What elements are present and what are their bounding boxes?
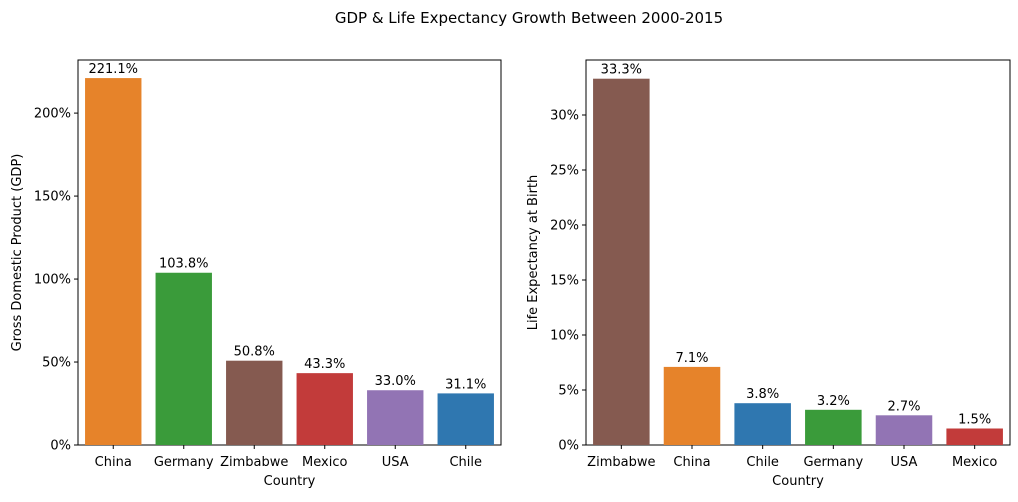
bar [367,390,424,445]
y-ticks: 0% 50% 100% 150% 200% [34,107,78,454]
bar [805,409,862,445]
y-tick-label: 200% [34,107,71,122]
x-tick-label: China [673,455,710,470]
chart-life-expectancy: 0% 5% 10% 15% 20% 25% 30% Zimbabwe China Chile Ge… [526,59,1011,489]
y-tick-label: 100% [34,273,71,288]
chart-gdp: 0% 50% 100% 150% 200% China Germany Zimbabwe Me… [10,59,502,489]
bar [663,366,721,445]
data-label: 50.8% [234,345,275,360]
y-axis-label: Life Expectancy at Birth [526,175,541,331]
bar [946,428,1003,445]
y-tick-label: 20% [550,219,579,234]
x-tick-label: Mexico [952,455,997,470]
data-label: 33.3% [601,63,642,78]
bars [85,78,494,445]
y-tick-label: 50% [42,356,71,371]
bar [734,403,791,445]
y-tick-label: 30% [550,109,579,124]
x-ticks: China Germany Zimbabwe Mexico USA Chile [95,445,482,470]
y-tick-label: 150% [34,190,71,205]
bar [85,78,142,445]
x-tick-label: USA [382,455,409,470]
x-ticks: Zimbabwe China Chile Germany USA Mexico [587,445,997,470]
bar [155,272,212,445]
bar [296,373,353,445]
data-label: 3.8% [746,387,779,402]
x-tick-label: Zimbabwe [220,455,288,470]
data-label: 7.1% [675,351,708,366]
x-axis-label: Country [264,474,316,489]
plot-area [77,59,502,446]
bar [437,393,494,445]
data-label: 43.3% [304,357,345,372]
y-ticks: 0% 5% 10% 15% 20% 25% 30% [550,109,586,454]
data-labels: 33.3% 7.1% 3.8% 3.2% 2.7% 1.5% [601,63,992,428]
x-tick-label: Chile [449,455,482,470]
y-tick-label: 0% [50,439,71,454]
data-labels: 221.1% 103.8% 50.8% 43.3% 33.0% 31.1% [88,62,486,392]
figure-title: GDP & Life Expectancy Growth Between 200… [335,9,723,27]
x-tick-label: China [95,455,132,470]
x-axis-label: Country [772,474,824,489]
bar [226,360,283,445]
x-tick-label: Mexico [302,455,347,470]
data-label: 3.2% [817,394,850,409]
y-axis-label: Gross Domestic Product (GDP) [10,154,25,352]
x-tick-label: Germany [154,455,214,470]
x-tick-label: Chile [746,455,779,470]
plot-area [585,59,1011,446]
data-label: 221.1% [88,62,138,77]
data-label: 103.8% [159,257,209,272]
bar [593,78,650,445]
y-tick-label: 10% [550,329,579,344]
bar [875,415,933,445]
bars [593,78,1003,445]
x-tick-label: Zimbabwe [587,455,655,470]
y-tick-label: 5% [558,384,579,399]
data-label: 33.0% [375,374,416,389]
data-label: 31.1% [445,377,486,392]
y-tick-label: 15% [550,274,579,289]
x-tick-label: USA [891,455,918,470]
y-tick-label: 0% [558,439,579,454]
data-label: 2.7% [887,399,920,414]
x-tick-label: Germany [803,455,863,470]
data-label: 1.5% [958,413,991,428]
y-tick-label: 25% [550,164,579,179]
